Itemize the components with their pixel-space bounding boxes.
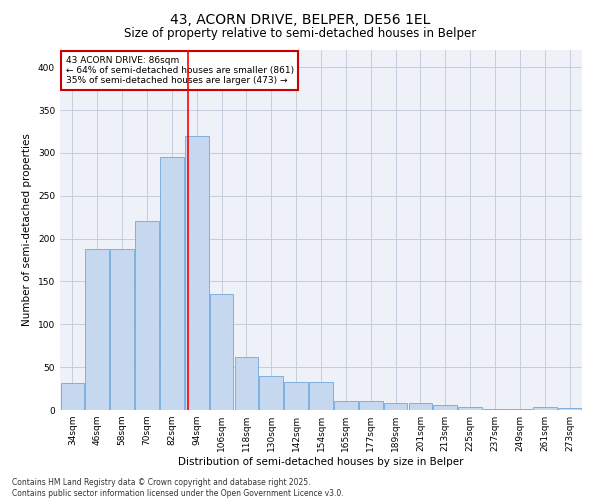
Bar (135, 222, 159, 410)
Bar (409, 403, 432, 410)
Bar (558, 408, 581, 410)
Bar (61, 382, 84, 410)
Bar (533, 408, 557, 410)
Bar (210, 294, 233, 410)
Bar (359, 402, 383, 410)
Bar (259, 376, 283, 410)
Bar (160, 157, 184, 410)
Text: Contains HM Land Registry data © Crown copyright and database right 2025.
Contai: Contains HM Land Registry data © Crown c… (12, 478, 344, 498)
Bar (235, 357, 258, 410)
Bar (284, 382, 308, 410)
Text: 43 ACORN DRIVE: 86sqm
← 64% of semi-detached houses are smaller (861)
35% of sem: 43 ACORN DRIVE: 86sqm ← 64% of semi-deta… (65, 56, 293, 86)
Bar (309, 382, 333, 410)
Text: 43, ACORN DRIVE, BELPER, DE56 1EL: 43, ACORN DRIVE, BELPER, DE56 1EL (170, 12, 430, 26)
Text: Size of property relative to semi-detached houses in Belper: Size of property relative to semi-detach… (124, 28, 476, 40)
Bar (334, 402, 358, 410)
Bar (508, 409, 532, 410)
X-axis label: Distribution of semi-detached houses by size in Belper: Distribution of semi-detached houses by … (178, 457, 464, 467)
Bar (433, 405, 457, 410)
Bar (110, 249, 134, 410)
Bar (384, 403, 407, 410)
Bar (483, 409, 507, 410)
Bar (85, 249, 109, 410)
Bar (185, 136, 209, 410)
Y-axis label: Number of semi-detached properties: Number of semi-detached properties (22, 134, 32, 326)
Bar (458, 408, 482, 410)
